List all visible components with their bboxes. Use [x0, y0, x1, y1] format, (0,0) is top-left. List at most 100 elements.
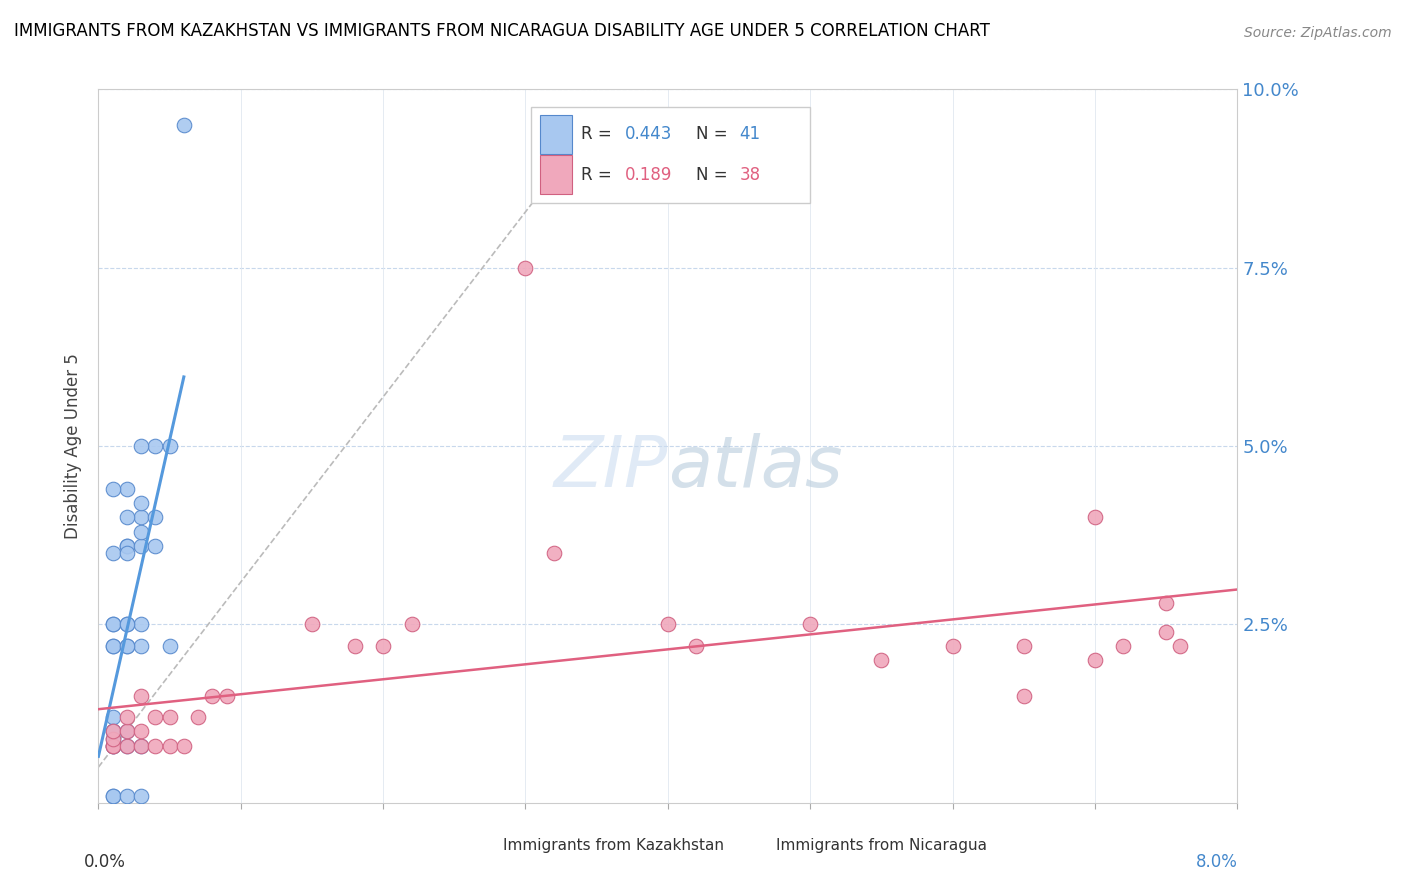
- Point: [159, 710, 181, 724]
- Point: [215, 689, 238, 703]
- Point: [115, 739, 138, 753]
- Point: [101, 724, 124, 739]
- Point: [1154, 596, 1177, 610]
- Point: [870, 653, 893, 667]
- Point: [115, 546, 138, 560]
- Text: Source: ZipAtlas.com: Source: ZipAtlas.com: [1244, 26, 1392, 40]
- Point: [101, 739, 124, 753]
- Point: [129, 724, 152, 739]
- Text: Immigrants from Nicaragua: Immigrants from Nicaragua: [776, 838, 987, 853]
- FancyBboxPatch shape: [540, 114, 572, 153]
- Point: [129, 689, 152, 703]
- Text: N =: N =: [696, 125, 733, 143]
- Point: [101, 731, 124, 746]
- Point: [159, 439, 181, 453]
- Point: [187, 710, 209, 724]
- Point: [129, 739, 152, 753]
- Point: [129, 639, 152, 653]
- Point: [201, 689, 224, 703]
- Point: [115, 724, 138, 739]
- Point: [1084, 653, 1107, 667]
- Point: [115, 710, 138, 724]
- Point: [515, 260, 537, 275]
- FancyBboxPatch shape: [457, 837, 494, 856]
- Point: [115, 539, 138, 553]
- Point: [1084, 510, 1107, 524]
- FancyBboxPatch shape: [531, 107, 810, 203]
- Point: [115, 482, 138, 496]
- Point: [1154, 624, 1177, 639]
- Point: [129, 439, 152, 453]
- Point: [301, 617, 323, 632]
- Point: [115, 724, 138, 739]
- Point: [101, 617, 124, 632]
- Point: [115, 510, 138, 524]
- Point: [942, 639, 965, 653]
- Point: [173, 739, 195, 753]
- Point: [101, 639, 124, 653]
- Point: [799, 617, 821, 632]
- Text: atlas: atlas: [668, 433, 842, 502]
- Text: 0.0%: 0.0%: [84, 853, 127, 871]
- Point: [101, 731, 124, 746]
- Point: [101, 739, 124, 753]
- Point: [145, 510, 167, 524]
- Point: [685, 639, 707, 653]
- Point: [129, 789, 152, 803]
- Point: [159, 639, 181, 653]
- Point: [1170, 639, 1192, 653]
- Point: [1012, 639, 1035, 653]
- Point: [101, 724, 124, 739]
- Point: [115, 539, 138, 553]
- Point: [129, 496, 152, 510]
- Point: [401, 617, 423, 632]
- Text: 8.0%: 8.0%: [1195, 853, 1237, 871]
- Point: [145, 539, 167, 553]
- Point: [115, 789, 138, 803]
- Y-axis label: Disability Age Under 5: Disability Age Under 5: [65, 353, 83, 539]
- Point: [173, 118, 195, 132]
- Point: [101, 724, 124, 739]
- Text: R =: R =: [581, 125, 617, 143]
- Point: [101, 739, 124, 753]
- Point: [1012, 689, 1035, 703]
- Point: [1112, 639, 1135, 653]
- Text: 0.443: 0.443: [624, 125, 672, 143]
- FancyBboxPatch shape: [540, 155, 572, 194]
- Point: [101, 639, 124, 653]
- Point: [129, 739, 152, 753]
- Text: IMMIGRANTS FROM KAZAKHSTAN VS IMMIGRANTS FROM NICARAGUA DISABILITY AGE UNDER 5 C: IMMIGRANTS FROM KAZAKHSTAN VS IMMIGRANTS…: [14, 22, 990, 40]
- Point: [115, 617, 138, 632]
- Point: [129, 617, 152, 632]
- Point: [159, 739, 181, 753]
- Point: [145, 439, 167, 453]
- Point: [101, 789, 124, 803]
- Point: [101, 739, 124, 753]
- Text: R =: R =: [581, 166, 617, 184]
- Text: N =: N =: [696, 166, 733, 184]
- Point: [101, 617, 124, 632]
- Point: [101, 546, 124, 560]
- Text: Immigrants from Kazakhstan: Immigrants from Kazakhstan: [503, 838, 724, 853]
- Text: ZIP: ZIP: [554, 433, 668, 502]
- Point: [115, 739, 138, 753]
- Point: [371, 639, 394, 653]
- FancyBboxPatch shape: [731, 837, 766, 856]
- Point: [115, 617, 138, 632]
- Point: [101, 710, 124, 724]
- Point: [343, 639, 366, 653]
- Point: [145, 710, 167, 724]
- Text: 38: 38: [740, 166, 761, 184]
- Point: [543, 546, 565, 560]
- Point: [101, 482, 124, 496]
- Point: [145, 739, 167, 753]
- Text: 41: 41: [740, 125, 761, 143]
- Point: [657, 617, 679, 632]
- Text: 0.189: 0.189: [624, 166, 672, 184]
- Point: [129, 539, 152, 553]
- Point: [129, 510, 152, 524]
- Point: [101, 789, 124, 803]
- Point: [115, 639, 138, 653]
- Point: [129, 524, 152, 539]
- Point: [115, 639, 138, 653]
